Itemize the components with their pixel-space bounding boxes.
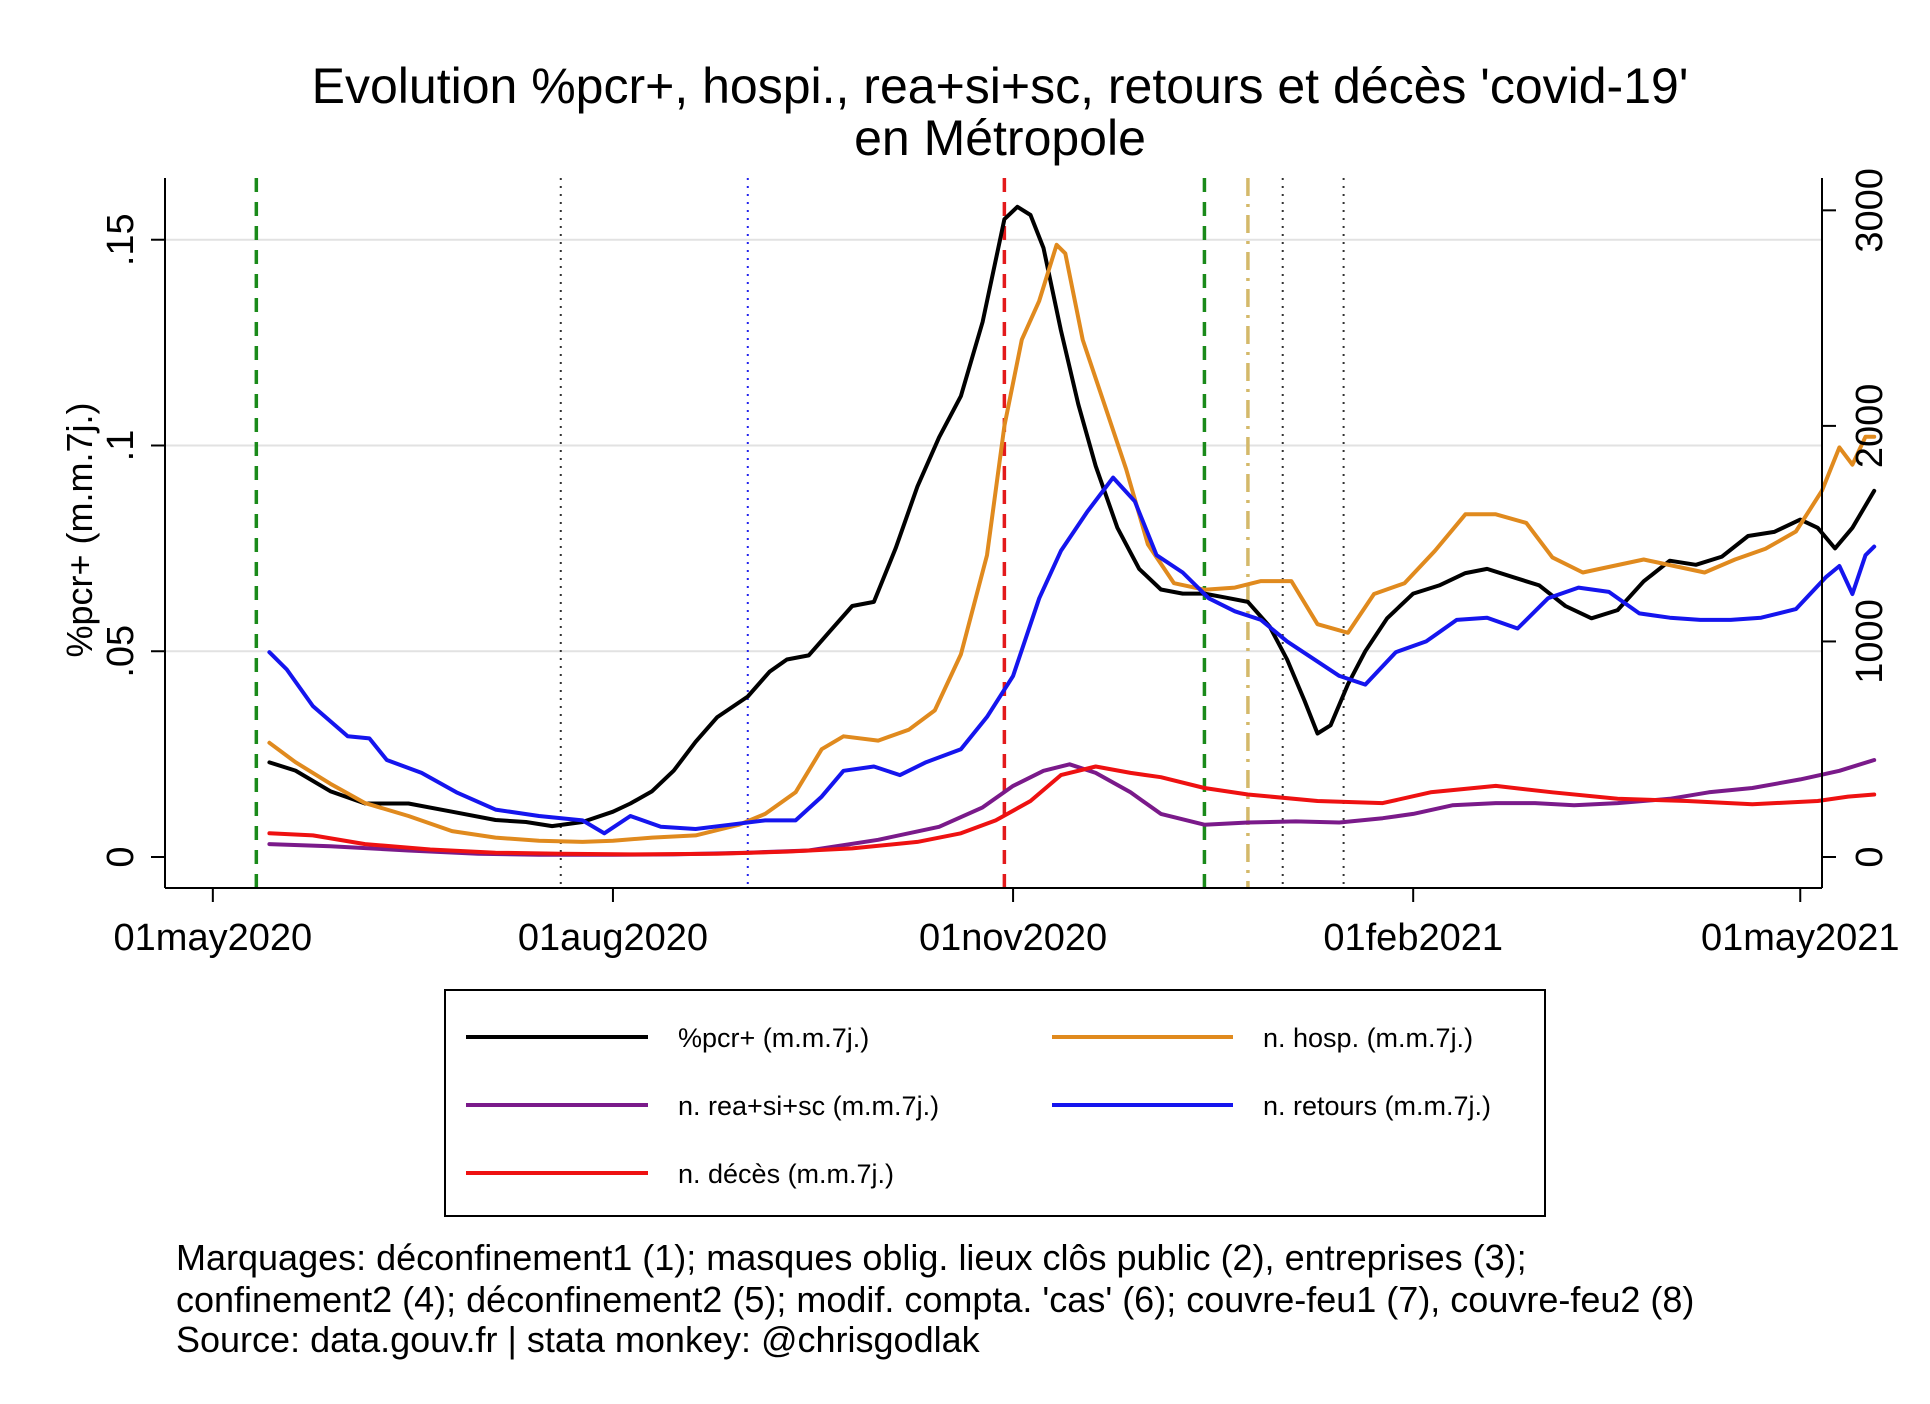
plot-area: 0 .05 .1 .15 0 1000 2000 3000 01may2020 01aug2020… bbox=[100, 168, 1900, 959]
y-right-tick-label: 1000 bbox=[1849, 599, 1891, 684]
y-right-tick-label: 0 bbox=[1849, 846, 1891, 867]
series-lines bbox=[267, 204, 1877, 857]
legend-label: n. décès (m.m.7j.) bbox=[678, 1159, 894, 1189]
x-tick-label: 01nov2020 bbox=[919, 917, 1107, 959]
series-line-4 bbox=[267, 475, 1877, 836]
series-line-2 bbox=[267, 242, 1877, 844]
gridlines bbox=[165, 238, 1822, 653]
y-left-tick-label: .15 bbox=[100, 213, 142, 266]
event-markers bbox=[254, 178, 1345, 888]
x-tick-label: 01may2020 bbox=[114, 917, 313, 959]
x-tick-label: 01may2021 bbox=[1701, 917, 1900, 959]
note-line-2: confinement2 (4); déconfinement2 (5); mo… bbox=[176, 1279, 1694, 1320]
series-line-5 bbox=[267, 764, 1877, 857]
legend-label: n. retours (m.m.7j.) bbox=[1263, 1091, 1491, 1121]
chart-subtitle: en Métropole bbox=[854, 110, 1146, 166]
legend: %pcr+ (m.m.7j.) n. hosp. (m.m.7j.) n. rea+… bbox=[444, 989, 1546, 1217]
y-axis-left-label: %pcr+ (m.m.7j.) bbox=[59, 402, 100, 657]
legend-label: %pcr+ (m.m.7j.) bbox=[678, 1023, 869, 1053]
legend-label: n. hosp. (m.m.7j.) bbox=[1263, 1023, 1473, 1053]
note-line-3: Source: data.gouv.fr | stata monkey: @ch… bbox=[176, 1319, 981, 1360]
note-line-1: Marquages: déconfinement1 (1); masques o… bbox=[176, 1237, 1527, 1278]
legend-label: n. rea+si+sc (m.m.7j.) bbox=[678, 1091, 939, 1121]
y-right-tick-label: 2000 bbox=[1849, 384, 1891, 469]
x-tick-label: 01feb2021 bbox=[1323, 917, 1503, 959]
y-right-tick-label: 3000 bbox=[1849, 168, 1891, 253]
series-line-1 bbox=[267, 204, 1877, 829]
y-left-tick-label: .05 bbox=[100, 625, 142, 678]
axes: 0 .05 .1 .15 0 1000 2000 3000 01may2020 01aug2020… bbox=[100, 168, 1900, 959]
chart-title: Evolution %pcr+, hospi., rea+si+sc, reto… bbox=[312, 58, 1689, 114]
y-left-tick-label: .1 bbox=[100, 430, 142, 462]
y-left-tick-label: 0 bbox=[100, 846, 142, 867]
x-tick-label: 01aug2020 bbox=[518, 917, 708, 959]
